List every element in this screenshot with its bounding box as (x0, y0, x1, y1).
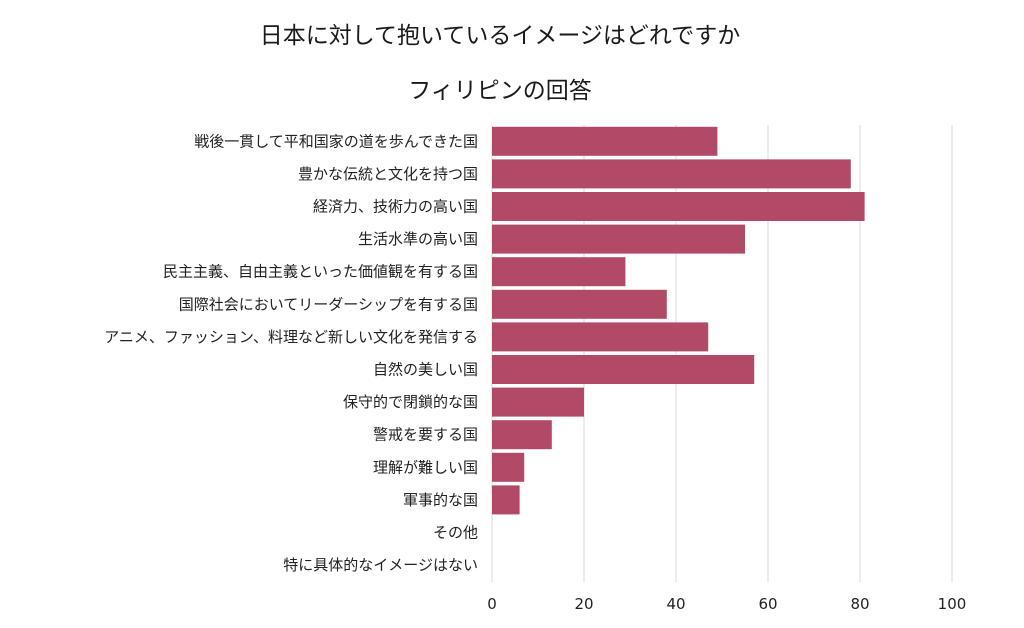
category-label: 国際社会においてリーダーシップを有する国 (179, 295, 478, 313)
category-label: 戦後一貫して平和国家の道を歩んできた国 (194, 132, 478, 150)
bar (492, 126, 718, 156)
category-label: 保守的で閉鎖的な国 (343, 393, 478, 411)
category-label: 生活水準の高い国 (358, 230, 478, 248)
bar (492, 159, 851, 189)
x-tick-label: 0 (487, 595, 497, 613)
bar (492, 355, 755, 384)
x-tick-label: 100 (938, 595, 967, 613)
bar (492, 224, 745, 254)
bar (492, 452, 525, 482)
chart-subtitle: フィリピンの回答 (408, 78, 592, 104)
category-label: その他 (433, 524, 478, 542)
bar (492, 257, 626, 287)
x-tick-label: 80 (850, 595, 869, 613)
category-label: 理解が難しい国 (373, 458, 478, 476)
bar (492, 420, 552, 450)
x-tick-label: 40 (666, 595, 685, 613)
category-label: アニメ、ファッション、料理など新しい文化を発信する (104, 328, 478, 346)
bar (492, 387, 584, 417)
bar (492, 192, 865, 221)
bars (492, 126, 865, 515)
category-label: 経済力、技術力の高い国 (313, 198, 478, 216)
category-label: 民主主義、自由主義といった価値観を有する国 (163, 263, 478, 281)
x-tick-label: 20 (574, 595, 593, 613)
category-label: 自然の美しい国 (373, 361, 478, 379)
category-label: 特に具体的なイメージはない (283, 556, 478, 574)
category-labels: 戦後一貫して平和国家の道を歩んできた国豊かな伝統と文化を持つ国経済力、技術力の高… (104, 132, 478, 574)
category-label: 豊かな伝統と文化を持つ国 (298, 165, 478, 183)
category-label: 警戒を要する国 (373, 426, 478, 444)
bar (492, 322, 709, 352)
bar (492, 289, 667, 319)
x-tick-label: 60 (758, 595, 777, 613)
bar (492, 485, 520, 515)
x-axis-ticks: 0 20 40 60 80 100 (487, 595, 966, 613)
category-label: 軍事的な国 (403, 491, 478, 509)
chart-title: 日本に対して抱いているイメージはどれですか (260, 23, 740, 49)
